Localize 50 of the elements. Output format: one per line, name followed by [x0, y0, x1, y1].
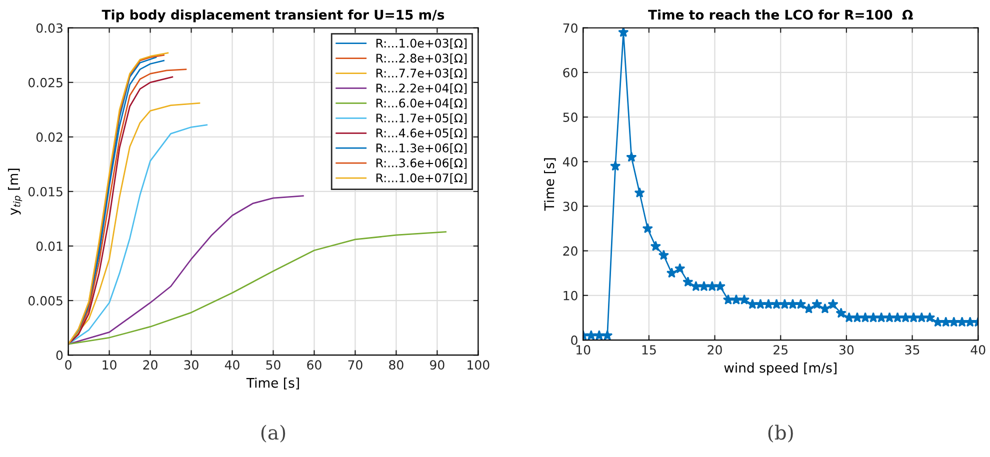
- x-tick-label: 70: [348, 360, 362, 370]
- x-axis-title: Time [s]: [246, 378, 299, 390]
- text: (a): [261, 424, 286, 443]
- text: (b): [768, 424, 793, 443]
- legend-label: R:...1.7e+05[Ω]: [376, 113, 467, 124]
- y-tick-label: 0.025: [28, 78, 62, 88]
- y-tick-label: 0.015: [28, 186, 62, 196]
- y-tick-label: 0.02: [36, 132, 62, 142]
- x-tick-label: 20: [143, 360, 158, 370]
- legend-label: R:...4.6e+05[Ω]: [376, 128, 467, 139]
- y-tick-label: 40: [562, 157, 578, 167]
- x-tick-label: 35: [905, 345, 920, 355]
- x-tick-label: 15: [642, 345, 656, 355]
- x-tick-label: 20: [708, 345, 722, 355]
- x-axis-title: wind speed [m/s]: [724, 362, 836, 376]
- y-tick-label: 60: [563, 68, 578, 78]
- x-tick-label: 10: [576, 345, 590, 355]
- x-tick-label: 30: [839, 345, 854, 355]
- x-tick-label: 40: [970, 345, 986, 355]
- x-tick-label: 50: [266, 360, 280, 370]
- legend-label: R:...1.0e+07[Ω]: [376, 173, 467, 184]
- x-tick-label: 0: [65, 360, 72, 370]
- y-axis-title: Time [s]: [544, 158, 556, 211]
- x-tick-label: 100: [468, 360, 490, 370]
- x-tick-label: 90: [430, 360, 444, 370]
- y-tick-label: 50: [563, 112, 578, 122]
- legend-label: R:...6.0e+04[Ω]: [376, 98, 467, 109]
- legend-label: R:...2.8e+03[Ω]: [376, 53, 467, 64]
- x-tick-label: 25: [774, 345, 788, 355]
- y-tick-label: 0.03: [36, 23, 62, 33]
- y-tick-label: 0: [571, 335, 578, 345]
- y-tick-label: 70: [563, 23, 578, 33]
- y-tick-label: 20: [563, 246, 578, 256]
- y-axis-title: y$_{tip}$ [m]: [8, 168, 22, 215]
- legend-label: R:...1.0e+03[Ω]: [376, 38, 467, 50]
- x-tick-label: 10: [102, 360, 116, 370]
- legend-label: R:...2.2e+04[Ω]: [376, 83, 467, 94]
- y-tick-label: 0.01: [36, 241, 62, 251]
- y-tick-label: 30: [563, 202, 578, 212]
- chart-title: Tip body displacement transient for U=15 m/s: [102, 10, 444, 22]
- legend-label: R:...1.3e+06[Ω]: [376, 143, 467, 154]
- x-tick-label: 80: [389, 360, 404, 370]
- y-tick-label: 0.005: [28, 296, 62, 306]
- x-tick-label: 30: [184, 360, 198, 370]
- x-tick-label: 60: [307, 360, 322, 370]
- legend-label: R:...3.6e+06[Ω]: [376, 158, 467, 169]
- legend-label: R:...7.7e+03[Ω]: [376, 68, 467, 79]
- y-tick-label: 10: [564, 290, 578, 300]
- chart-title: Time to reach the LCO for R=100 Ω: [648, 10, 913, 20]
- x-tick-label: 40: [224, 360, 240, 370]
